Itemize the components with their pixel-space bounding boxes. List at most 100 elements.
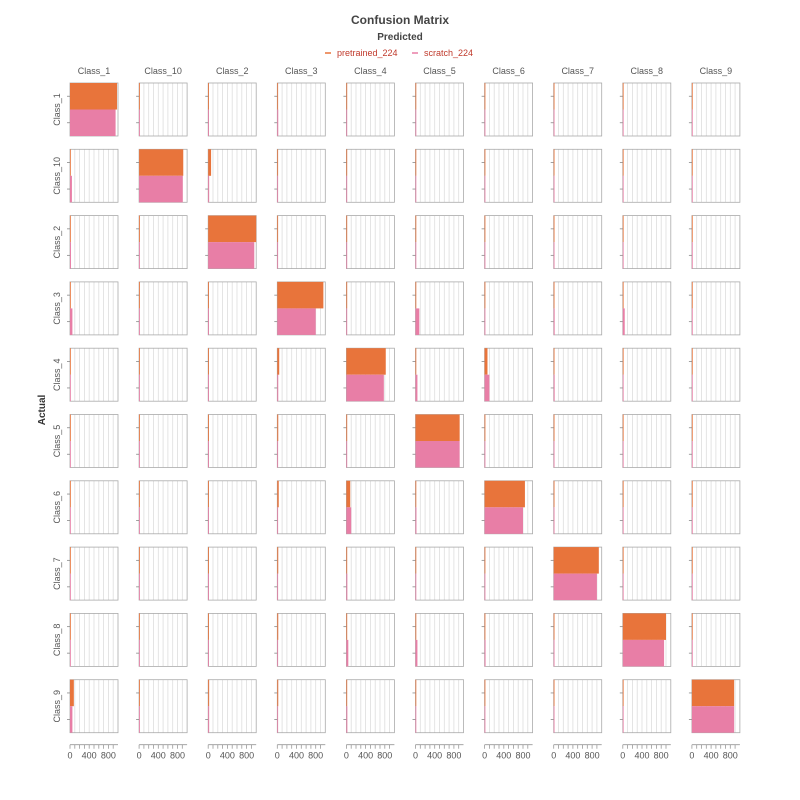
x-tick-label: 800 xyxy=(170,751,185,761)
matrix-cell xyxy=(481,82,534,137)
bar-pretrained-224 xyxy=(484,547,486,574)
row-header: Class_7 xyxy=(52,557,62,590)
matrix-cell xyxy=(274,148,326,203)
x-tick-label: 0 xyxy=(275,751,280,761)
matrix-cell xyxy=(481,613,534,667)
matrix-cell xyxy=(481,546,534,601)
matrix-cell xyxy=(205,414,257,468)
bar-scratch-224 xyxy=(139,242,140,269)
bar-scratch-224 xyxy=(208,242,255,269)
bar-pretrained-224 xyxy=(70,613,71,640)
bar-scratch-224 xyxy=(346,109,348,136)
matrix-cell xyxy=(550,281,603,336)
bar-scratch-224 xyxy=(208,109,209,136)
bar-pretrained-224 xyxy=(346,613,348,640)
x-tick-label: 0 xyxy=(137,751,142,761)
column-header: Class_8 xyxy=(631,66,664,76)
bar-pretrained-224 xyxy=(553,215,555,243)
x-tick-label: 400 xyxy=(634,751,649,761)
bar-scratch-224 xyxy=(622,639,665,667)
matrix-cell xyxy=(550,613,603,667)
bar-scratch-224 xyxy=(484,706,486,733)
bar-scratch-224 xyxy=(346,374,384,402)
matrix-cell xyxy=(67,347,119,402)
matrix-cell xyxy=(412,679,464,734)
bar-scratch-224 xyxy=(622,706,624,733)
matrix-cell xyxy=(136,281,188,336)
bar-pretrained-224 xyxy=(691,414,693,441)
x-tick-label: 400 xyxy=(82,751,97,761)
matrix-cell xyxy=(205,281,257,336)
bar-scratch-224 xyxy=(346,639,349,667)
matrix-cell xyxy=(412,613,464,667)
matrix-cell xyxy=(412,480,464,535)
bar-scratch-224 xyxy=(346,573,348,601)
x-tick-label: 400 xyxy=(427,751,442,761)
bar-pretrained-224 xyxy=(70,480,71,508)
x-tick-label: 800 xyxy=(723,751,738,761)
matrix-cell xyxy=(619,148,672,203)
bar-pretrained-224 xyxy=(139,480,140,508)
bar-scratch-224 xyxy=(415,308,420,335)
matrix-cell xyxy=(205,679,257,734)
bar-pretrained-224 xyxy=(691,83,693,110)
x-tick-label: 400 xyxy=(289,751,304,761)
matrix-cell xyxy=(412,82,464,137)
bar-scratch-224 xyxy=(208,441,209,468)
matrix-cell xyxy=(205,82,257,137)
bar-scratch-224 xyxy=(208,175,210,203)
matrix-cell xyxy=(67,215,119,270)
x-tick-label: 0 xyxy=(67,751,72,761)
x-tick-label: 400 xyxy=(151,751,166,761)
bar-scratch-224 xyxy=(208,507,209,534)
chart-title: Confusion Matrix xyxy=(351,13,449,27)
bar-scratch-224 xyxy=(484,507,523,534)
bar-scratch-224 xyxy=(346,441,348,468)
bar-pretrained-224 xyxy=(484,83,486,110)
bar-scratch-224 xyxy=(277,639,279,667)
bar-scratch-224 xyxy=(415,109,417,136)
bar-scratch-224 xyxy=(139,441,140,468)
column-headers: Class_1 Class_10 Class_2 Class_3 Class_4 Clas… xyxy=(78,66,732,76)
column-header: Class_3 xyxy=(285,66,318,76)
x-tick-label: 0 xyxy=(620,751,625,761)
x-axis: 0 400 800 xyxy=(137,744,188,761)
bar-pretrained-224 xyxy=(70,547,71,574)
x-tick-label: 0 xyxy=(344,751,349,761)
bar-pretrained-224 xyxy=(691,149,693,176)
matrix-cell xyxy=(343,546,395,601)
bar-scratch-224 xyxy=(553,639,555,667)
bar-pretrained-224 xyxy=(346,215,348,243)
x-axis: 0 400 800 xyxy=(344,744,395,761)
matrix-cell xyxy=(619,613,672,667)
bar-pretrained-224 xyxy=(208,83,209,110)
bar-scratch-224 xyxy=(691,374,693,402)
row-header: Class_4 xyxy=(52,358,62,391)
bar-scratch-224 xyxy=(553,507,555,534)
bar-pretrained-224 xyxy=(553,83,555,110)
x-tick-label: 800 xyxy=(101,751,116,761)
bar-scratch-224 xyxy=(622,242,624,269)
matrix-cell xyxy=(136,480,188,535)
bar-scratch-224 xyxy=(277,175,279,203)
matrix-cell xyxy=(688,414,741,468)
bar-pretrained-224 xyxy=(277,215,279,243)
bar-pretrained-224 xyxy=(553,281,555,309)
legend-label-1: pretrained_224 xyxy=(337,48,398,58)
row-header: Class_2 xyxy=(52,226,62,259)
matrix-cell xyxy=(274,679,326,734)
bar-pretrained-224 xyxy=(622,613,666,640)
x-tick-label: 800 xyxy=(308,751,323,761)
bar-scratch-224 xyxy=(139,507,140,534)
column-header: Class_4 xyxy=(354,66,387,76)
matrix-cell xyxy=(343,281,395,336)
bar-scratch-224 xyxy=(415,374,418,402)
matrix-cell xyxy=(481,679,534,734)
bar-scratch-224 xyxy=(622,175,624,203)
bar-pretrained-224 xyxy=(415,149,417,176)
bar-scratch-224 xyxy=(277,507,279,534)
x-tick-label: 0 xyxy=(413,751,418,761)
matrix-cell xyxy=(550,148,603,203)
bar-pretrained-224 xyxy=(139,547,140,574)
bar-pretrained-224 xyxy=(415,480,417,508)
